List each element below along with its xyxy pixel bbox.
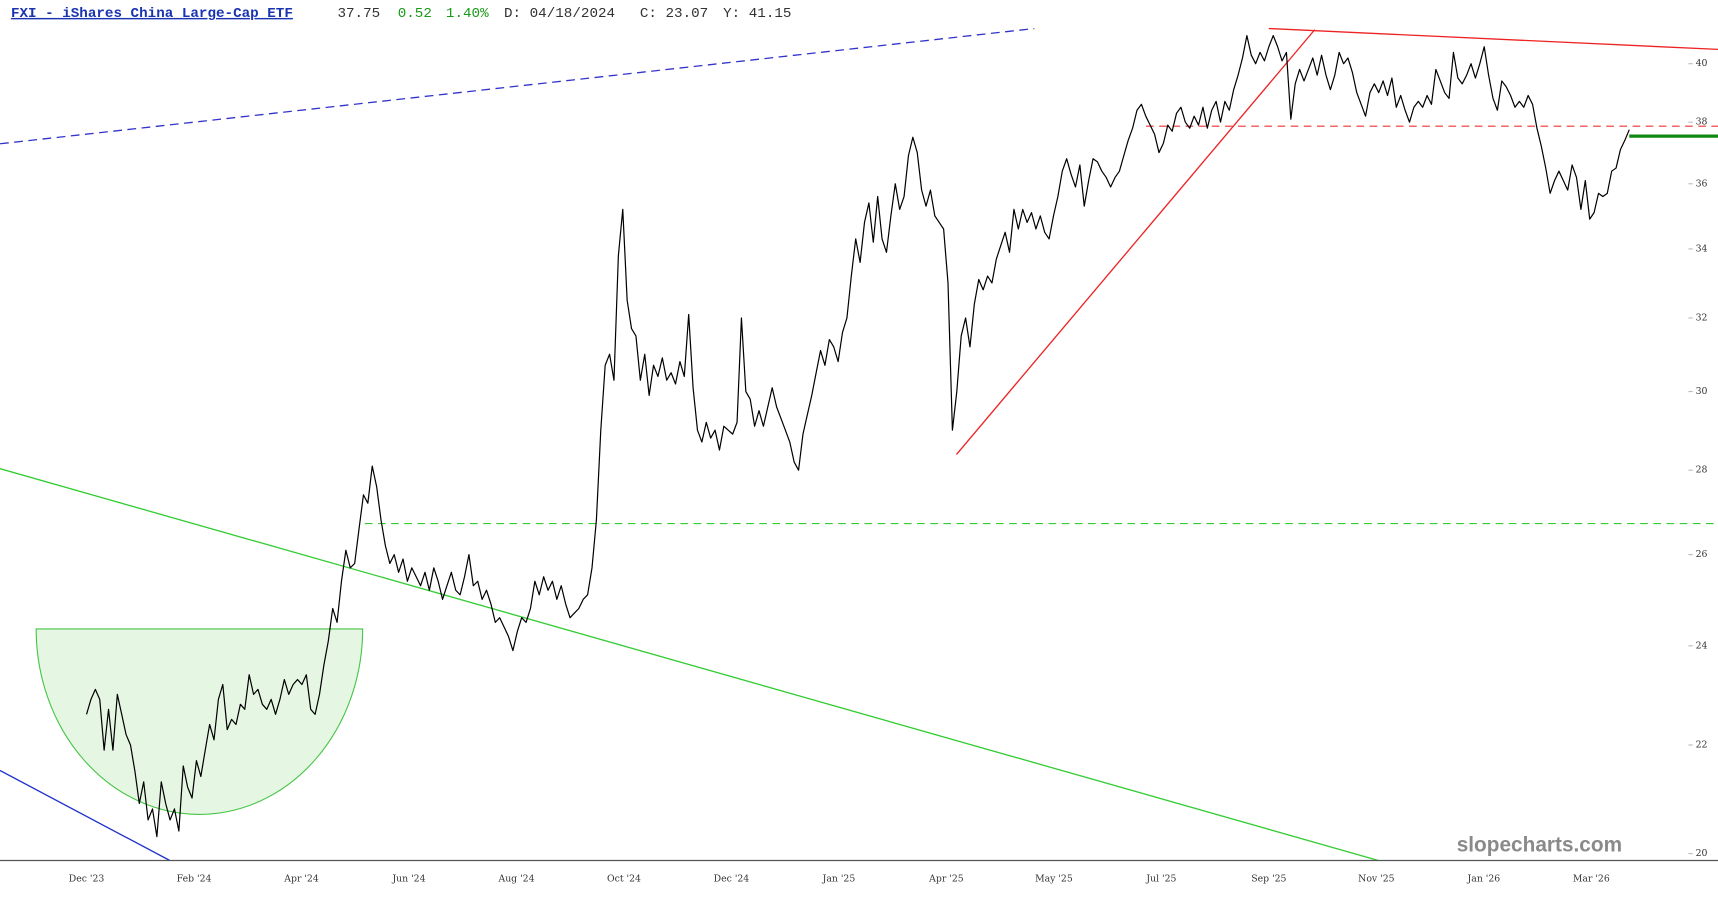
y-tick-label: 26 (1696, 549, 1708, 560)
x-tick-label: Apr '24 (283, 874, 319, 885)
x-tick-label: Nov '25 (1358, 874, 1394, 885)
trendline (956, 29, 1316, 455)
x-tick-label: Oct '24 (607, 874, 641, 885)
trendline (0, 468, 1379, 862)
header-stat: 1.40% (446, 6, 489, 22)
symbol-link[interactable]: FXI - iShares China Large-Cap ETF (11, 6, 293, 22)
trendline (0, 27, 1035, 145)
y-tick-label: 28 (1696, 465, 1708, 476)
x-tick-label: Jan '25 (822, 874, 856, 885)
x-tick-label: Jan '26 (1467, 874, 1501, 885)
y-tick-label: 36 (1696, 178, 1708, 189)
y-tick-label: 30 (1696, 386, 1708, 397)
x-tick-label: Mar '26 (1573, 874, 1610, 885)
x-tick-label: Aug '24 (497, 874, 534, 885)
x-tick-label: May '25 (1035, 874, 1073, 885)
header-stat: 37.75 (337, 6, 380, 22)
y-tick-label: 24 (1696, 640, 1708, 651)
x-tick-label: Jun '24 (391, 874, 425, 885)
x-tick-label: Dec '23 (69, 874, 105, 885)
cup-annotation (35, 628, 364, 815)
header-stat: 0.52 (398, 6, 432, 22)
x-tick-label: Feb '24 (177, 874, 212, 885)
x-tick-label: Apr '25 (928, 874, 964, 885)
x-tick-label: Jul '25 (1145, 874, 1176, 885)
y-tick-label: 22 (1696, 740, 1708, 751)
price-line (85, 34, 1630, 838)
watermark: slopecharts.com (1457, 834, 1622, 857)
y-tick-label: 34 (1696, 243, 1708, 254)
header-stat: D: 04/18/2024 (504, 6, 615, 22)
y-tick-label: 38 (1696, 117, 1708, 128)
trendline (1268, 27, 1718, 51)
y-tick-label: 40 (1696, 58, 1708, 69)
x-tick-label: Dec '24 (714, 874, 750, 885)
header-stat: C: 23.07 (640, 6, 708, 22)
header-stat: Y: 41.15 (723, 6, 791, 22)
trendline (0, 769, 171, 862)
x-tick-label: Sep '25 (1251, 874, 1286, 885)
y-tick-label: 32 (1696, 313, 1708, 324)
y-tick-label: 20 (1696, 848, 1708, 859)
